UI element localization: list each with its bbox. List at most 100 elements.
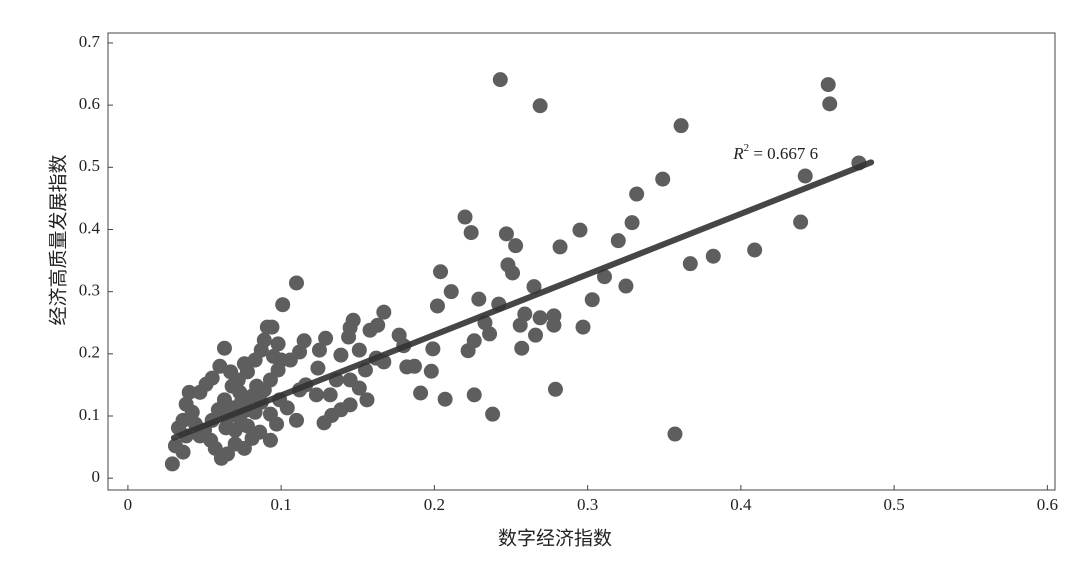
point (181, 384, 197, 400)
point (175, 444, 191, 460)
point (618, 278, 634, 294)
point (216, 340, 232, 356)
point (572, 222, 588, 238)
point (547, 381, 563, 397)
y-tick-label: 0.3 (79, 281, 100, 300)
y-tick-label: 0 (92, 467, 101, 486)
point (275, 297, 291, 313)
plot-frame (107, 32, 1056, 491)
x-tick-label: 0.5 (883, 495, 904, 514)
point (624, 215, 640, 231)
point (310, 360, 326, 376)
point (288, 412, 304, 428)
point (308, 387, 324, 403)
y-tick-label: 0.4 (79, 218, 101, 237)
point (236, 356, 252, 372)
y-tick-label: 0.6 (79, 94, 100, 113)
point (425, 341, 441, 357)
point (526, 279, 542, 295)
point (351, 380, 367, 396)
point (423, 363, 439, 379)
x-tick-label: 0.2 (424, 495, 445, 514)
point (224, 378, 240, 394)
point (429, 298, 445, 314)
point (269, 416, 285, 432)
point (596, 269, 612, 285)
point (466, 387, 482, 403)
x-tick-label: 0.4 (730, 495, 752, 514)
point (584, 292, 600, 308)
point (322, 387, 338, 403)
x-tick-label: 0.1 (271, 495, 292, 514)
point (362, 322, 378, 338)
point (227, 422, 243, 438)
point (249, 378, 265, 394)
point (532, 310, 548, 326)
point (443, 284, 459, 300)
y-tick-label: 0.2 (79, 343, 100, 362)
point (528, 327, 544, 343)
point (351, 342, 367, 358)
point (265, 348, 281, 364)
point (822, 96, 838, 112)
y-axis-label: 经济高质量发展指数 (47, 154, 69, 325)
point (705, 248, 721, 264)
point (797, 168, 813, 184)
point (498, 226, 514, 242)
point (673, 118, 689, 134)
point (610, 233, 626, 249)
point (413, 385, 429, 401)
y-tick-label: 0.1 (79, 405, 100, 424)
point (341, 329, 357, 345)
point (552, 239, 568, 255)
point (333, 347, 349, 363)
point (457, 209, 473, 225)
point (514, 340, 530, 356)
point (575, 319, 591, 335)
point (793, 214, 809, 230)
point (391, 327, 407, 343)
point (288, 275, 304, 291)
point (270, 336, 286, 352)
x-tick-label: 0 (124, 495, 133, 514)
point (655, 171, 671, 187)
trend-line (170, 159, 875, 441)
point (508, 238, 524, 254)
point (667, 426, 683, 442)
x-tick-label: 0.6 (1037, 495, 1058, 514)
point (252, 424, 268, 440)
y-tick-label: 0.7 (79, 32, 101, 51)
point (437, 391, 453, 407)
r-value: = 0.667 6 (749, 144, 818, 163)
r-symbol: R (732, 144, 744, 163)
point (629, 186, 645, 202)
point (164, 456, 180, 472)
r-exponent: 2 (744, 141, 750, 153)
y-tick-label: 0.5 (79, 156, 100, 175)
x-axis-label: 数字经济指数 (498, 527, 612, 549)
point (682, 256, 698, 272)
point (192, 384, 208, 400)
r-squared-annotation: R2 = 0.667 6 (732, 141, 818, 162)
point (433, 264, 449, 280)
point (262, 432, 278, 448)
point (463, 225, 479, 241)
point (406, 358, 422, 374)
point (820, 77, 836, 93)
point (376, 304, 392, 320)
point (316, 415, 332, 431)
point (471, 291, 487, 307)
point (460, 343, 476, 359)
point (212, 358, 228, 374)
point (505, 265, 521, 281)
point (747, 242, 763, 258)
point (532, 98, 548, 114)
point (512, 317, 528, 333)
point (264, 319, 280, 335)
point (485, 406, 501, 422)
point (482, 326, 498, 342)
point (318, 330, 334, 346)
point (359, 392, 375, 408)
point (311, 342, 327, 358)
